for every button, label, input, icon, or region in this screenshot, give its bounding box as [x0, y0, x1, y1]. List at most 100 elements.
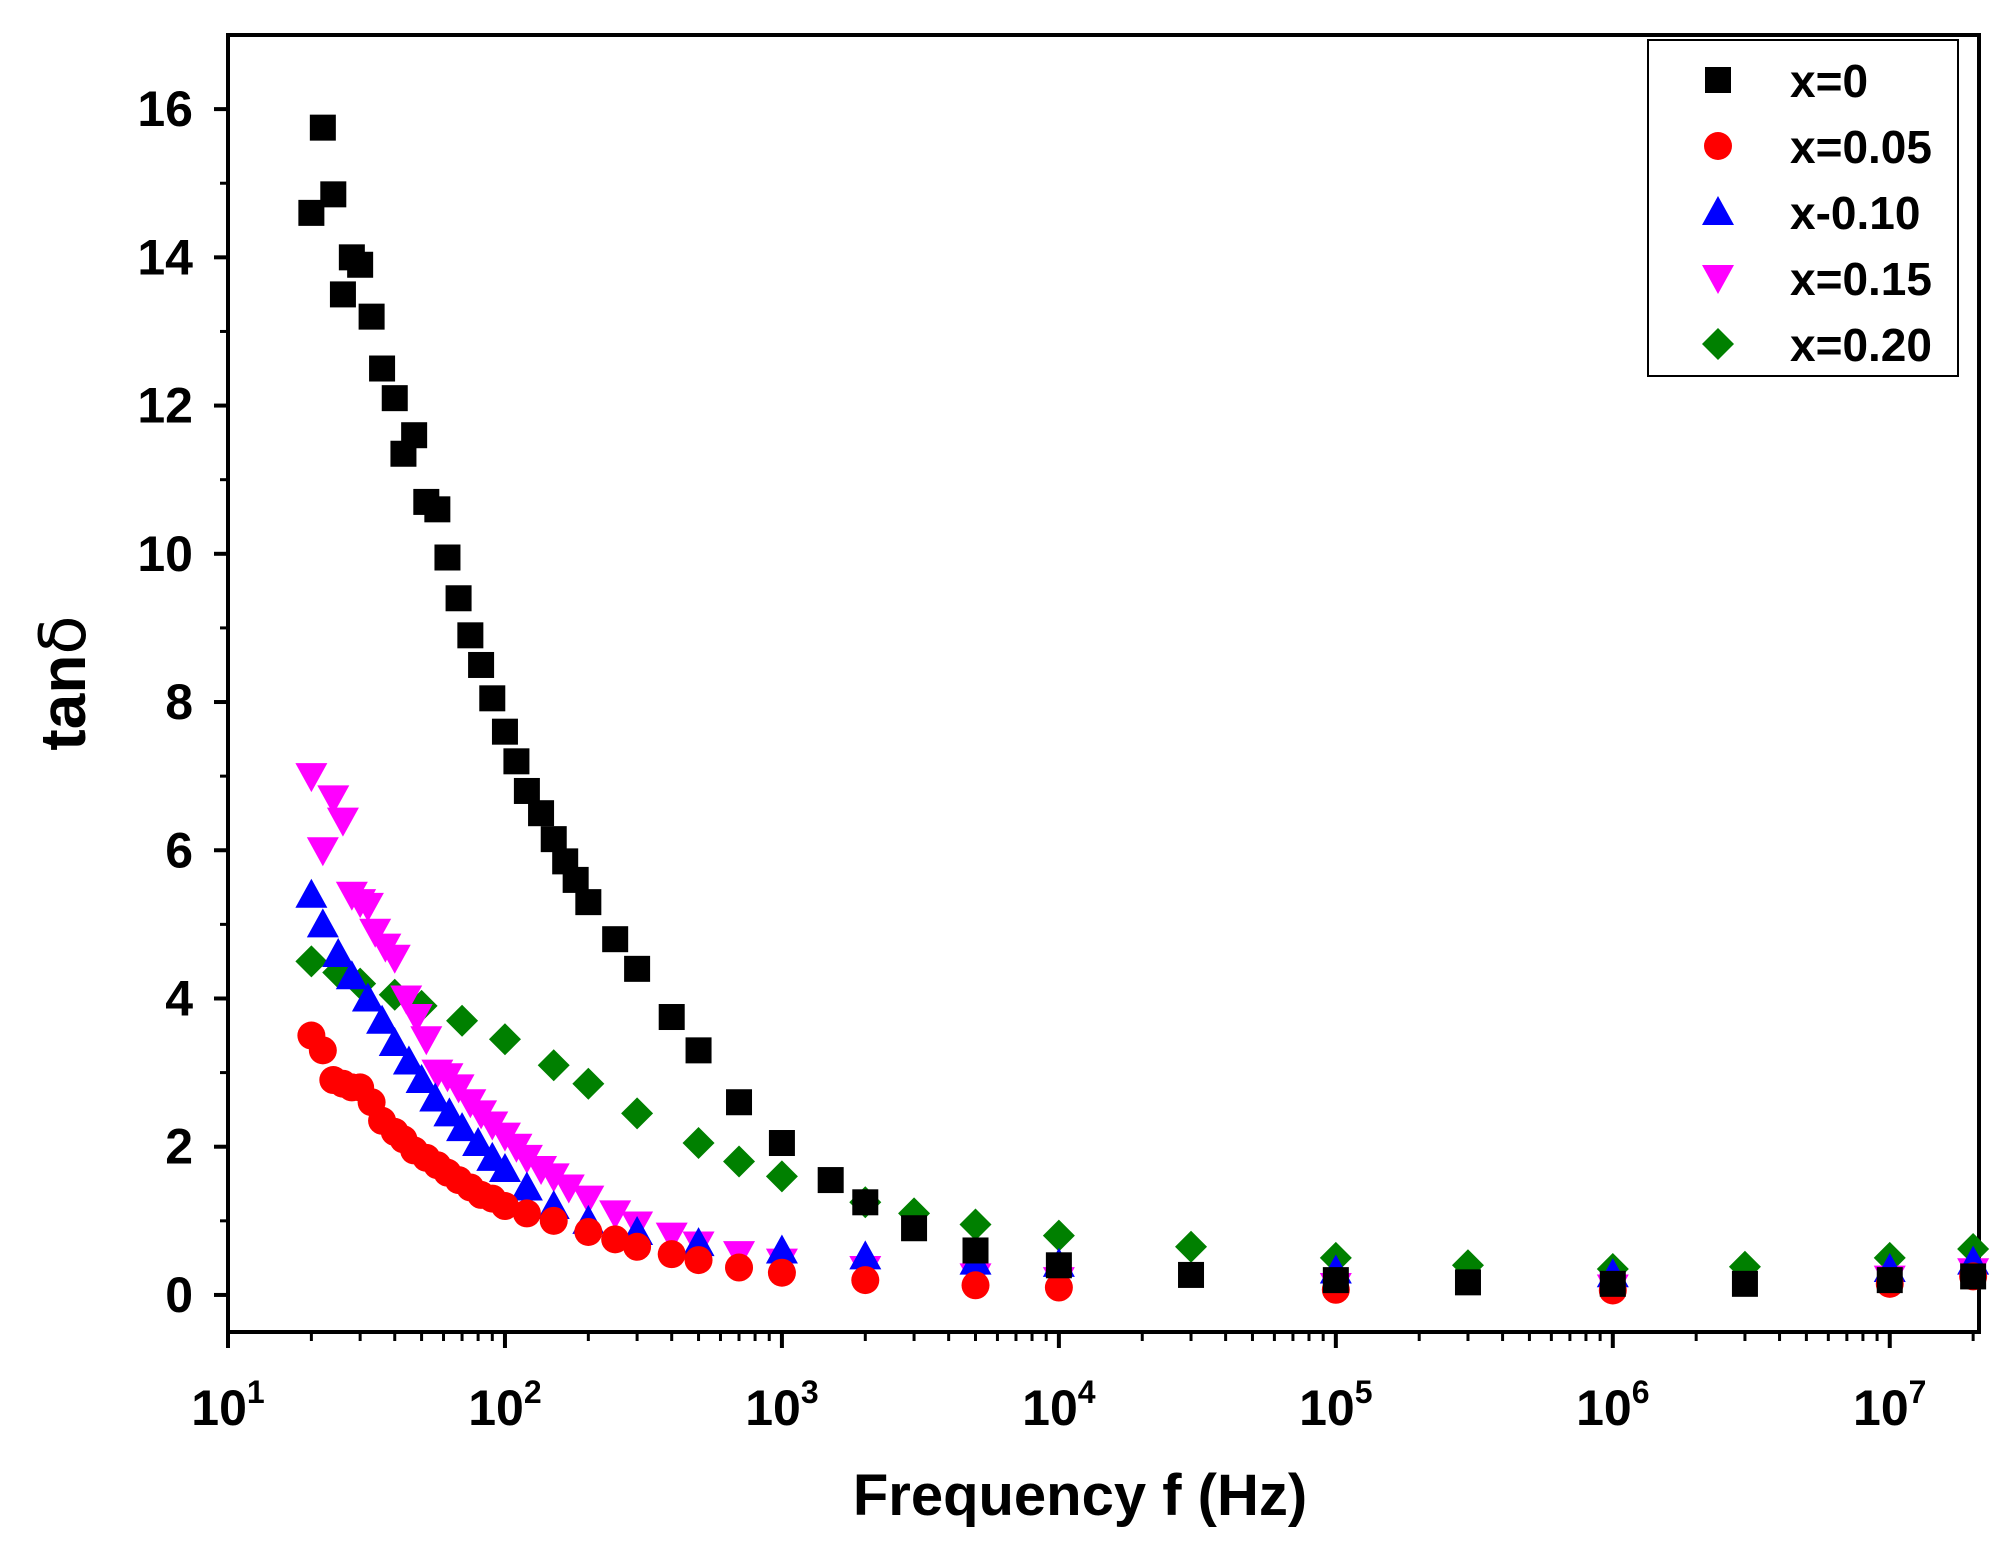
data-point: [308, 1036, 337, 1065]
data-point: [366, 1004, 399, 1034]
legend-marker: [1702, 196, 1734, 225]
data-point: [851, 1266, 880, 1295]
data-point: [624, 955, 651, 982]
data-point: [491, 718, 518, 745]
legend-label: x=0.15: [1790, 253, 1932, 305]
data-point: [446, 1004, 479, 1037]
data-point: [1876, 1267, 1903, 1294]
data-point: [510, 1171, 543, 1201]
data-point: [1454, 1269, 1481, 1296]
data-point: [401, 422, 428, 449]
y-axis-label-main: tan: [27, 655, 99, 751]
data-point: [433, 1097, 466, 1127]
legend-box: [1647, 39, 1959, 377]
data-point: [572, 1067, 605, 1100]
y-tick-label: 2: [165, 1119, 193, 1175]
data-point: [335, 960, 368, 990]
data-point: [682, 1127, 715, 1160]
data-point: [1044, 1273, 1073, 1302]
y-tick-label: 14: [137, 229, 193, 285]
data-point: [685, 1037, 712, 1064]
x-tick-label: 104: [1022, 1374, 1096, 1436]
legend-marker: [1704, 132, 1732, 160]
data-point: [326, 807, 359, 837]
legend-marker: [1702, 328, 1734, 360]
data-point: [562, 866, 589, 893]
data-point: [488, 1023, 521, 1056]
data-point: [726, 1089, 753, 1116]
data-point: [392, 1045, 425, 1075]
data-point: [602, 926, 629, 953]
data-point: [295, 763, 328, 793]
data-point: [684, 1246, 713, 1275]
y-tick-label: 6: [165, 822, 193, 878]
legend-label: x=0.05: [1790, 121, 1932, 173]
data-point: [488, 1152, 521, 1182]
legend-label: x=0.20: [1790, 319, 1932, 371]
x-tick-label: 102: [468, 1374, 541, 1436]
x-tick-label: 106: [1576, 1374, 1649, 1436]
data-point: [322, 938, 355, 968]
data-point: [358, 303, 385, 330]
data-point: [468, 651, 495, 678]
data-point: [1322, 1267, 1349, 1294]
data-point: [959, 1208, 992, 1241]
series-circle: [297, 1021, 1988, 1305]
data-point: [725, 1253, 754, 1282]
data-point: [298, 199, 325, 226]
data-point: [1731, 1270, 1758, 1297]
y-tick-label: 4: [165, 970, 193, 1026]
data-point: [849, 1240, 882, 1270]
data-point: [1045, 1252, 1072, 1279]
data-point: [621, 1097, 654, 1130]
data-point: [539, 1206, 568, 1235]
data-point: [540, 826, 567, 853]
data-point: [658, 1004, 685, 1031]
data-point: [309, 114, 336, 141]
y-axis: 0 2 4 6 8 10 12 14 16: [137, 81, 228, 1323]
legend-marker: [1702, 265, 1734, 294]
data-point: [552, 1174, 585, 1204]
data-point: [317, 785, 350, 815]
data-point: [574, 1217, 603, 1246]
y-tick-label: 10: [137, 526, 193, 582]
data-point: [347, 251, 374, 278]
x-tick-label: 107: [1853, 1374, 1926, 1436]
data-point: [462, 1127, 495, 1157]
legend: x=0 x=0.05 x-0.10 x=0.15 x=0.20: [1647, 39, 1959, 377]
data-point: [446, 1112, 479, 1142]
data-point: [442, 1074, 475, 1104]
y-tick-label: 16: [137, 81, 193, 137]
data-point: [723, 1145, 756, 1178]
x-axis-label: Frequency f (Hz): [853, 1463, 1307, 1528]
y-tick-label: 0: [165, 1267, 193, 1323]
data-point: [490, 1192, 519, 1221]
data-point: [329, 281, 356, 308]
data-point: [320, 181, 347, 208]
data-point: [528, 800, 555, 827]
data-point: [510, 1144, 543, 1174]
y-axis-label: tanδ: [27, 615, 101, 750]
data-point: [765, 1160, 798, 1193]
data-point: [306, 837, 339, 867]
legend-label: x=0: [1790, 55, 1868, 107]
data-point: [424, 496, 451, 523]
data-point: [901, 1215, 928, 1242]
data-point: [575, 889, 602, 916]
data-point: [525, 1155, 558, 1185]
data-point: [295, 878, 328, 908]
data-point: [434, 544, 461, 571]
data-point: [479, 685, 506, 712]
data-point: [599, 1200, 632, 1230]
data-point: [400, 1004, 433, 1034]
data-point: [503, 748, 530, 775]
x-tick-label: 101: [191, 1374, 264, 1436]
x-tick-label: 103: [745, 1374, 818, 1436]
data-point: [405, 1064, 438, 1094]
data-point: [1175, 1230, 1208, 1263]
data-point: [351, 892, 384, 922]
data-point: [852, 1189, 879, 1216]
data-point: [410, 1026, 443, 1056]
data-point: [351, 982, 384, 1012]
